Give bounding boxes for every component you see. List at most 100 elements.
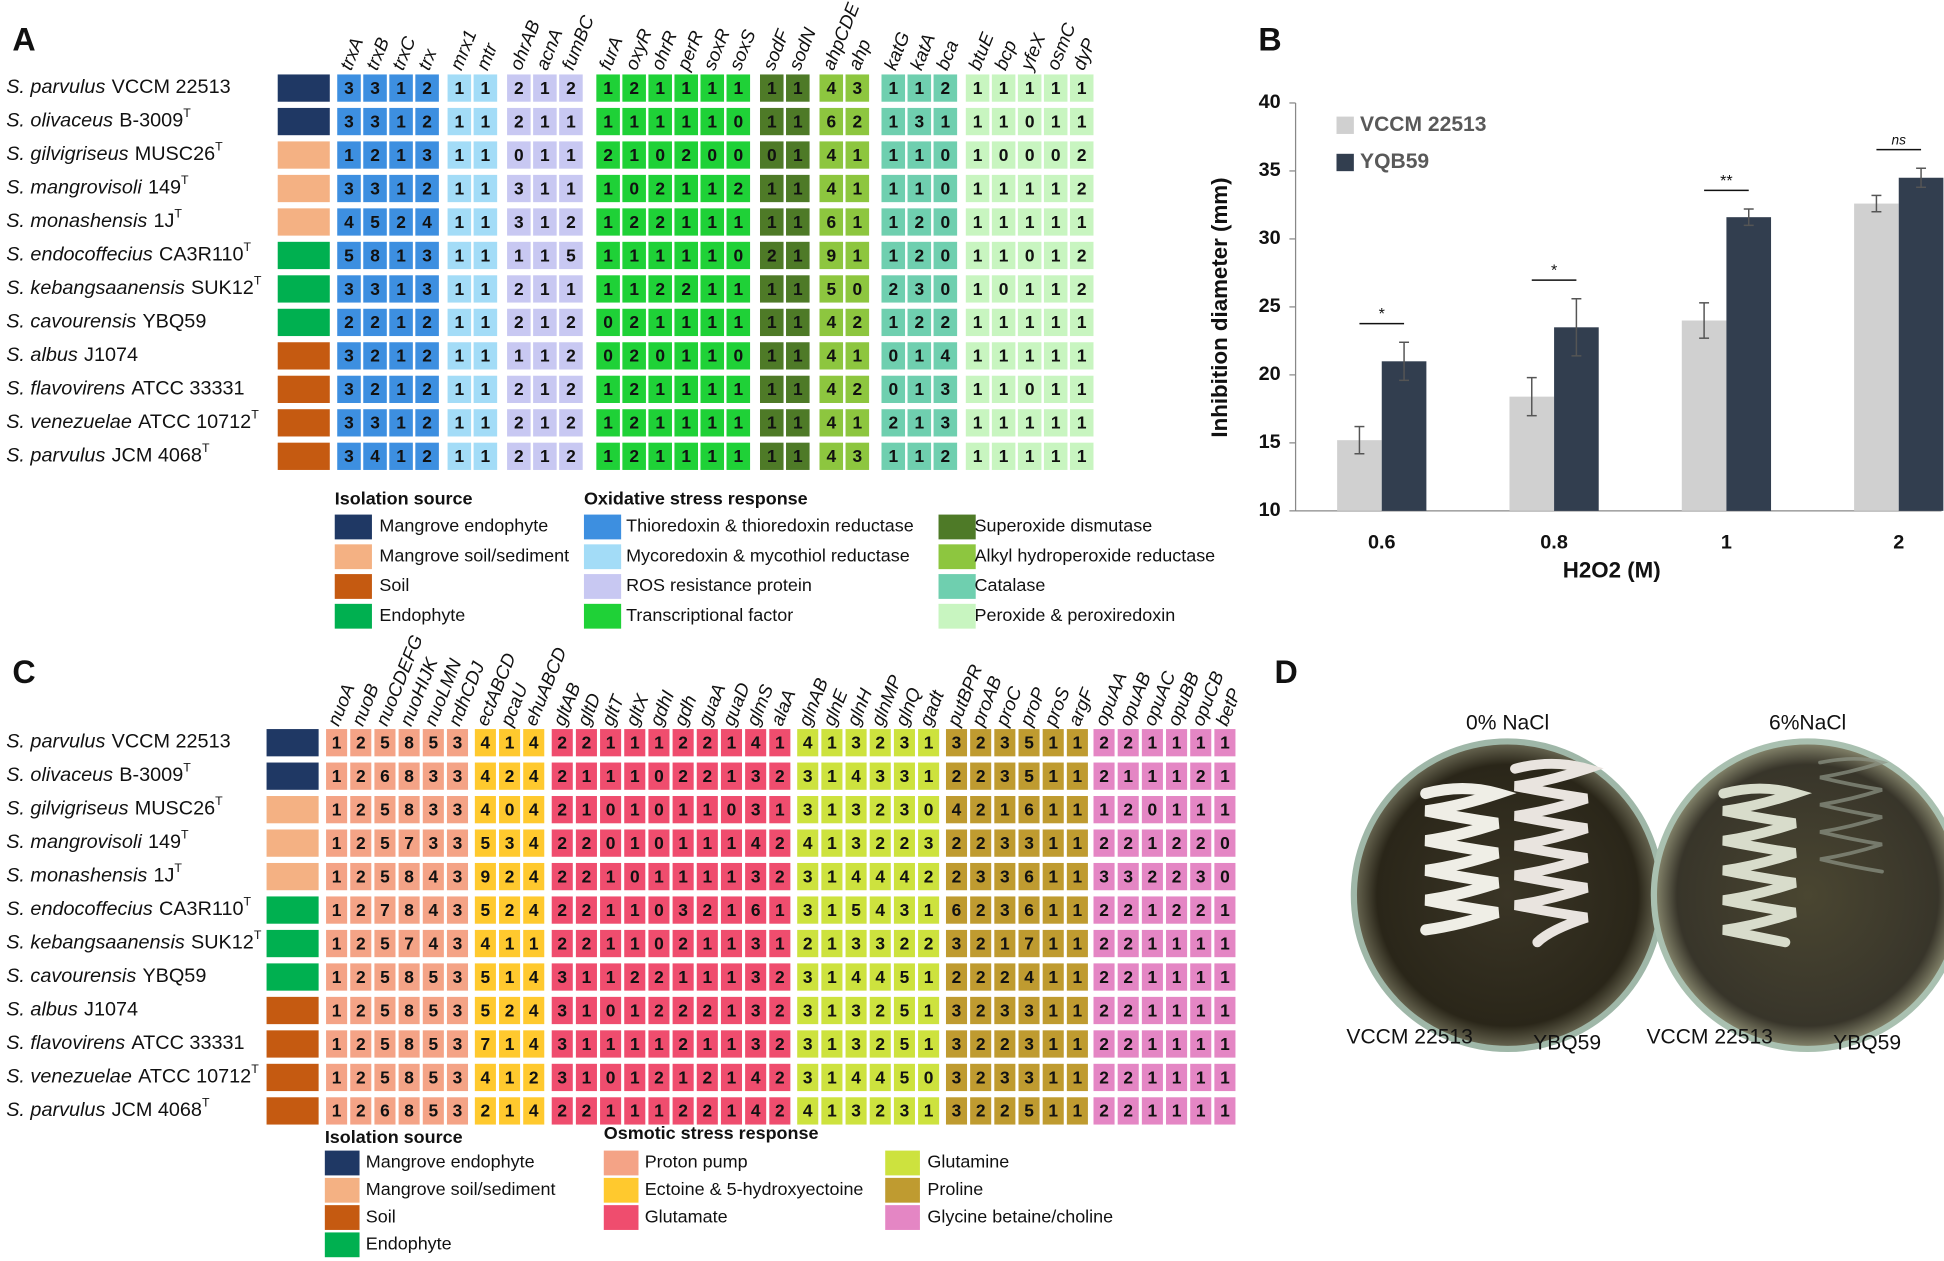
bar — [1554, 327, 1599, 511]
cell — [337, 442, 361, 470]
cell-value: 4 — [529, 1101, 539, 1121]
cell — [893, 963, 915, 991]
cell-value: 1 — [1025, 346, 1035, 366]
cell-value: 2 — [924, 866, 934, 886]
cell-value: 1 — [1196, 1000, 1206, 1020]
cell — [1017, 107, 1042, 136]
cell-value: 2 — [514, 312, 524, 332]
cell — [1017, 409, 1042, 437]
cell — [1190, 896, 1212, 924]
cell-value: 8 — [404, 1000, 414, 1020]
significance-label: * — [1379, 305, 1386, 323]
strain-name: S. parvulus VCCM 22513 — [6, 76, 230, 98]
cell — [507, 342, 531, 370]
cell-value: 0 — [733, 111, 743, 131]
cell — [326, 929, 348, 958]
cell — [745, 1097, 767, 1125]
cell — [1214, 796, 1236, 824]
cell-value: 2 — [1099, 1101, 1109, 1121]
cell — [415, 409, 439, 437]
source-swatch — [277, 141, 330, 169]
cell — [600, 862, 622, 891]
cell — [1190, 929, 1212, 958]
legend-swatch — [885, 1177, 920, 1203]
cell-value: 1 — [654, 733, 664, 753]
type-strain-mark: T — [251, 1062, 259, 1076]
cell — [1043, 74, 1068, 102]
cell-value: 3 — [952, 1034, 962, 1054]
cell — [965, 275, 990, 303]
cell — [473, 409, 498, 437]
cell — [786, 442, 810, 470]
source-swatch — [266, 1097, 319, 1125]
cell-value: 3 — [914, 279, 924, 299]
cell — [422, 862, 444, 891]
y-tick-label: 20 — [1259, 363, 1281, 385]
cell-value: 2 — [1077, 279, 1087, 299]
cell — [970, 829, 992, 857]
cell-value: 4 — [851, 967, 861, 987]
cell-value: 1 — [396, 413, 406, 433]
cell — [533, 308, 557, 337]
cell — [845, 275, 870, 303]
cell-value: 3 — [1000, 866, 1010, 886]
cell — [845, 796, 867, 824]
cell-value: 2 — [1172, 833, 1182, 853]
strain-id: ATCC 10712 — [138, 1066, 251, 1088]
cell-value: 3 — [1000, 766, 1010, 786]
cell — [337, 141, 361, 169]
cell — [672, 1030, 694, 1058]
cell — [389, 241, 413, 270]
cell — [575, 963, 597, 991]
cell-value: 2 — [976, 766, 986, 786]
cell — [1018, 929, 1040, 958]
cell — [786, 141, 810, 169]
cell-value: 2 — [976, 1034, 986, 1054]
cell-value: 3 — [803, 1034, 813, 1054]
cell — [769, 829, 791, 857]
cell-value: 2 — [875, 1000, 885, 1020]
cell-value: 1 — [630, 766, 640, 786]
error-bar — [1871, 194, 1882, 213]
cell-value: 2 — [1123, 833, 1133, 853]
cell — [965, 74, 990, 102]
cell — [845, 963, 867, 991]
cell-value: 3 — [453, 866, 463, 886]
cell-value: 2 — [875, 1034, 885, 1054]
cell — [422, 929, 444, 958]
cell-value: 1 — [767, 312, 777, 332]
cell-value: 1 — [540, 413, 550, 433]
cell-value: 2 — [603, 145, 613, 165]
cell — [797, 1097, 819, 1125]
cell — [1017, 375, 1042, 403]
cell-value: 2 — [1123, 900, 1133, 920]
cell — [474, 796, 496, 824]
cell — [326, 762, 348, 790]
cell — [473, 308, 498, 337]
cell-value: 1 — [1220, 900, 1230, 920]
strain-name: S. olivaceus B-3009T — [6, 106, 191, 131]
cell-value: 1 — [1000, 799, 1010, 819]
cell — [845, 862, 867, 891]
cell — [446, 996, 469, 1025]
cell-value: 1 — [1077, 446, 1087, 466]
cell — [696, 729, 718, 757]
cell — [1066, 729, 1088, 757]
cell-value: 1 — [582, 1034, 592, 1054]
cell-value: 0 — [1025, 379, 1035, 399]
cell — [1190, 996, 1212, 1025]
cell-value: 2 — [976, 967, 986, 987]
cell — [970, 1030, 992, 1058]
cell-value: 1 — [629, 145, 639, 165]
cell-value: 1 — [1220, 1034, 1230, 1054]
cell-value: 1 — [582, 1067, 592, 1087]
cell — [326, 1030, 348, 1058]
species: S. gilvigriseus — [6, 798, 128, 820]
cell-value: 2 — [505, 766, 515, 786]
cell-value: 1 — [888, 145, 898, 165]
cell — [596, 241, 620, 270]
cell-value: 5 — [481, 967, 491, 987]
cell-value: 2 — [1148, 866, 1158, 886]
source-swatch — [277, 74, 330, 102]
cell — [415, 442, 439, 470]
